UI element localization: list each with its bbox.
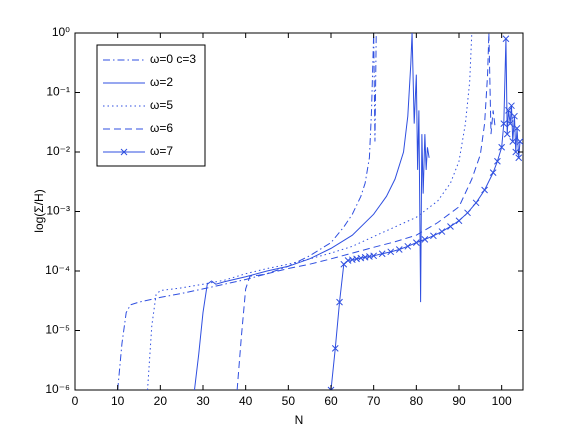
data-marker (327, 386, 335, 390)
legend-label: ω=0 c=3 (150, 52, 196, 66)
data-marker (395, 246, 403, 253)
data-marker (506, 120, 514, 127)
data-marker (481, 186, 488, 194)
x-axis-label: N (295, 413, 304, 427)
x-tick-label: 60 (324, 394, 338, 408)
data-marker (412, 239, 420, 246)
data-marker (502, 35, 510, 43)
series-line (193, 33, 430, 390)
x-tick-label: 0 (72, 394, 79, 408)
data-marker (438, 228, 446, 235)
data-marker (331, 345, 339, 352)
data-marker (516, 138, 523, 145)
x-tick-label: 70 (367, 394, 381, 408)
legend-label: ω=7 (150, 144, 173, 158)
data-marker (511, 112, 518, 120)
y-tick-label: 10⁻² (46, 144, 70, 158)
y-tick-label: 10⁻⁵ (45, 323, 70, 337)
data-marker (500, 120, 508, 127)
y-tick-label: 10⁻⁶ (45, 382, 70, 396)
data-marker (421, 236, 429, 243)
x-tick-label: 100 (492, 394, 512, 408)
data-marker (505, 107, 512, 114)
data-marker (370, 252, 378, 260)
data-marker (508, 102, 515, 110)
x-tick-label: 30 (196, 394, 210, 408)
y-tick-label: 10⁻³ (46, 204, 70, 218)
data-marker (447, 223, 454, 230)
data-marker (378, 250, 386, 258)
data-marker (336, 298, 343, 306)
data-marker (464, 209, 471, 217)
data-marker (472, 199, 480, 207)
series-line (147, 33, 473, 390)
legend-label: ω=2 (150, 75, 173, 89)
data-marker (430, 232, 437, 240)
y-tick-label: 10⁻⁴ (45, 263, 70, 277)
data-marker (509, 138, 517, 145)
y-tick-label: 10⁻¹ (46, 85, 70, 99)
data-marker (387, 248, 395, 256)
y-tick-label: 10⁰ (52, 25, 70, 39)
data-marker (455, 217, 463, 225)
data-marker (404, 242, 412, 250)
plot-lines (117, 33, 523, 390)
data-marker (489, 169, 497, 176)
x-tick-label: 90 (452, 394, 466, 408)
data-marker (515, 154, 523, 162)
data-marker (513, 124, 521, 132)
x-tick-label: 40 (239, 394, 253, 408)
data-marker (503, 130, 511, 138)
y-axis-label: log(Σ/H) (32, 189, 46, 232)
legend-label: ω=6 (150, 121, 173, 135)
data-marker (494, 157, 501, 165)
data-marker (512, 148, 520, 156)
x-tick-label: 10 (111, 394, 125, 408)
legend-marker (120, 148, 128, 156)
x-tick-label: 50 (282, 394, 296, 408)
x-tick-label: 20 (154, 394, 168, 408)
legend-label: ω=5 (150, 98, 173, 112)
data-marker (498, 143, 506, 151)
legend-box (96, 44, 206, 167)
x-tick-label: 80 (410, 394, 424, 408)
series-line (236, 33, 496, 390)
